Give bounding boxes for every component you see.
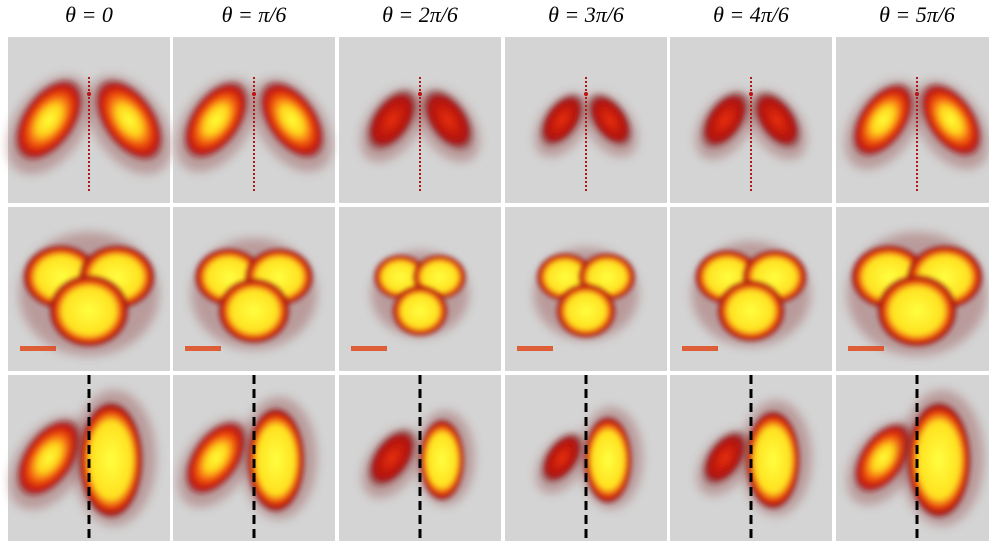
flame-wing <box>539 93 585 147</box>
column-header: θ = 5π/6 <box>879 2 955 27</box>
panel <box>505 375 667 541</box>
flame-body <box>49 275 129 347</box>
colorbar <box>351 346 387 351</box>
panel <box>339 37 501 203</box>
panel <box>670 375 832 541</box>
injector <box>749 92 753 96</box>
panel <box>836 375 989 541</box>
column-header: θ = 3π/6 <box>548 2 624 27</box>
flame-wing <box>366 89 418 151</box>
colorbar <box>185 346 221 351</box>
colorbar <box>848 346 884 351</box>
flame-body <box>584 416 632 504</box>
colorbar <box>682 346 718 351</box>
panel <box>836 207 989 371</box>
flame-body <box>745 410 801 510</box>
flame-body <box>556 284 616 338</box>
colorbar <box>517 346 553 351</box>
flame-wing <box>185 421 247 495</box>
flame-body <box>247 407 305 513</box>
flame-body <box>79 402 143 518</box>
panel <box>173 207 335 371</box>
flame-wing <box>587 93 633 147</box>
panel <box>6 37 172 203</box>
column-header: θ = 0 <box>65 2 113 27</box>
flame-wing <box>15 79 83 161</box>
flame-wing <box>259 81 325 159</box>
panel <box>339 207 501 371</box>
flame-wing <box>16 419 82 497</box>
panel <box>836 37 989 203</box>
panel <box>339 375 501 541</box>
injector <box>584 92 588 96</box>
flame-wing <box>95 79 163 161</box>
panel <box>670 207 832 371</box>
injector <box>418 92 422 96</box>
flame-body <box>717 280 785 342</box>
panel <box>505 37 667 203</box>
flame-wing <box>367 429 417 487</box>
flame-wing <box>753 91 801 149</box>
flame-body <box>392 285 448 337</box>
flame-wing <box>852 83 914 157</box>
injector <box>915 92 919 96</box>
flame-wing <box>183 81 249 159</box>
panel <box>8 375 170 541</box>
column-header: θ = 2π/6 <box>382 2 458 27</box>
column-header: θ = 4π/6 <box>713 2 789 27</box>
flame-wing <box>702 431 748 485</box>
panel <box>173 375 335 541</box>
panel <box>8 207 170 371</box>
flame-wing <box>422 89 474 151</box>
flame-wing <box>701 91 749 149</box>
panel <box>670 37 832 203</box>
flame-wing <box>541 432 583 484</box>
flame-body <box>907 402 971 518</box>
flame-wing <box>854 423 912 493</box>
panel <box>173 37 335 203</box>
colorbar <box>20 346 56 351</box>
panel <box>505 207 667 371</box>
injector <box>252 92 256 96</box>
flame-wing <box>920 83 982 157</box>
column-header: θ = π/6 <box>222 2 287 27</box>
injector <box>87 92 91 96</box>
flame-body <box>218 278 290 344</box>
flame-body <box>877 275 957 347</box>
flame-body <box>419 419 465 501</box>
